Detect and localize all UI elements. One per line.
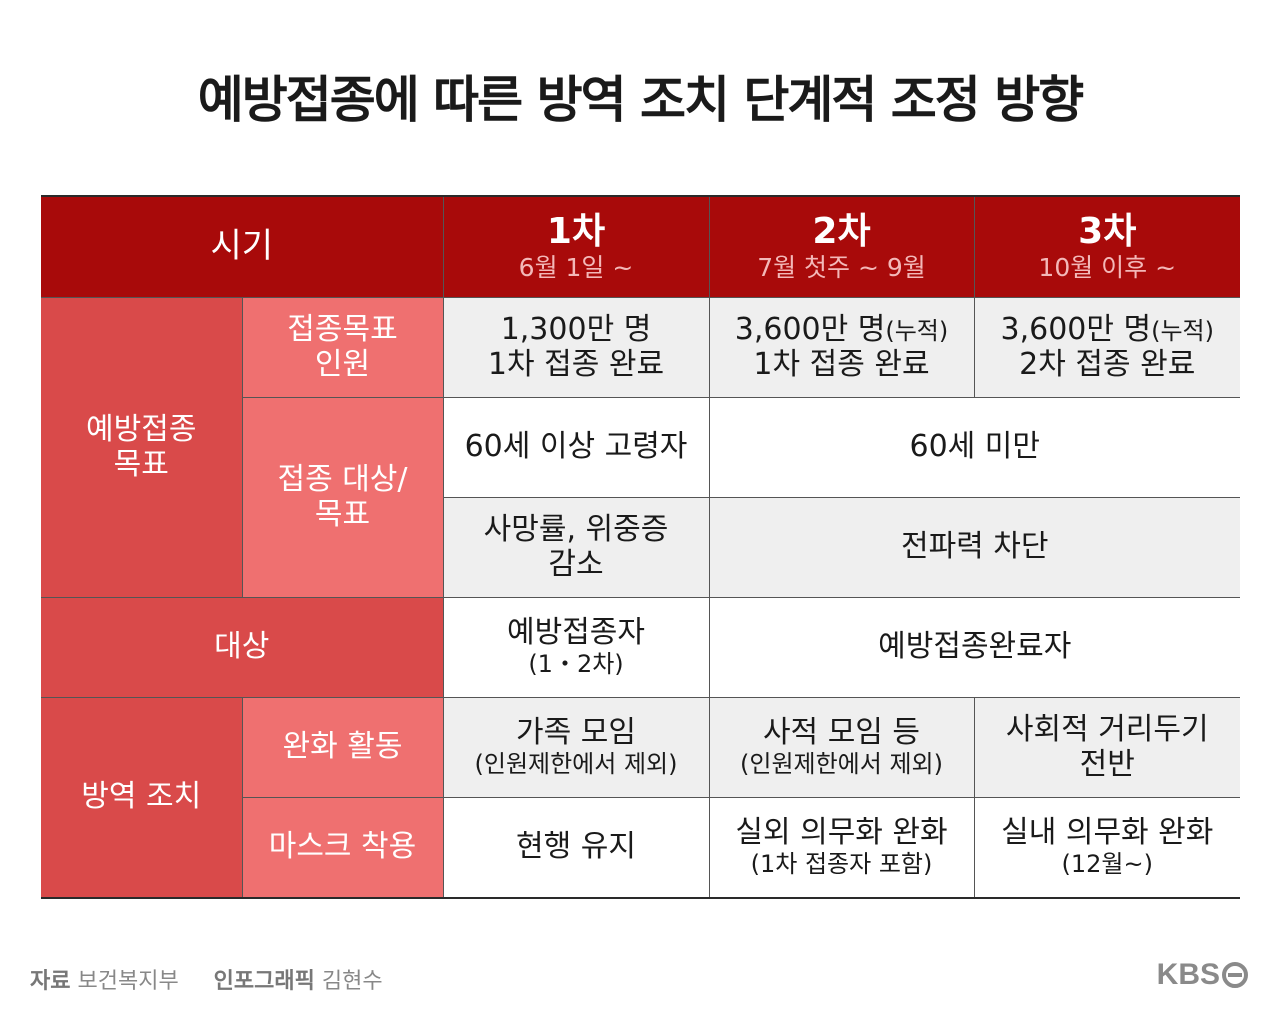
cell-goal-r23: 전파력 차단 xyxy=(708,497,1240,598)
page-title: 예방접종에 따른 방역 조치 단계적 조정 방향 xyxy=(197,71,1084,129)
cell-activities-r3: 사회적 거리두기 전반 xyxy=(973,697,1240,798)
source-text: 보건복지부 xyxy=(77,969,179,994)
category-vaccination-goal: 예방접종 목표 xyxy=(41,297,243,598)
cell-target-people-r2: 3,600만 명(누적) 1차 접종 완료 xyxy=(708,297,975,398)
cell-mask-r2: 실외 의무화 완화 (1차 접종자 포함) xyxy=(708,797,975,898)
table-row: 예방접종 목표 접종목표 인원 1,300만 명 1차 접종 완료 3,600만… xyxy=(41,297,1240,598)
cell-activities-r1: 가족 모임 (인원제한에서 제외) xyxy=(442,697,710,798)
kbs-circle-icon xyxy=(1222,962,1248,988)
cell-eligible-r1: 예방접종자 (1・2차) xyxy=(442,597,710,698)
subcategory-mask: 마스크 착용 xyxy=(242,797,444,898)
table-row: 방역 조치 완화 활동 가족 모임 (인원제한에서 제외) 사적 모임 등 (인… xyxy=(41,697,1240,898)
header-row: 시기 1차 6월 1일 ~ 2차 7월 첫주 ~ 9월 3차 10월 이후 ~ xyxy=(41,195,1240,298)
cell-eligible-r23: 예방접종완료자 xyxy=(708,597,1240,698)
vaccination-policy-table: 시기 1차 6월 1일 ~ 2차 7월 첫주 ~ 9월 3차 10월 이후 ~ … xyxy=(41,195,1240,899)
credits: 자료 보건복지부 인포그래픽 김현수 xyxy=(30,963,383,995)
kbs-logo-text: KBS xyxy=(1156,958,1220,991)
cell-goal-r1: 사망률, 위중증 감소 xyxy=(443,497,710,598)
header-round-2: 2차 7월 첫주 ~ 9월 xyxy=(708,195,975,298)
subcategory-activities: 완화 활동 xyxy=(241,697,444,798)
graphic-author: 김현수 xyxy=(321,969,383,994)
table-row: 대상 예방접종자 (1・2차) 예방접종완료자 xyxy=(41,597,1240,698)
category-eligible: 대상 xyxy=(41,597,444,698)
cell-target-people-r1: 1,300만 명 1차 접종 완료 xyxy=(442,297,710,398)
graphic-label: 인포그래픽 xyxy=(213,969,315,994)
cell-mask-r1: 현행 유지 xyxy=(442,797,710,898)
table-row: 사망률, 위중증 감소 전파력 차단 xyxy=(41,497,1240,598)
header-round-3: 3차 10월 이후 ~ xyxy=(973,195,1240,298)
header-round-1: 1차 6월 1일 ~ xyxy=(442,195,710,298)
cell-target-people-r3: 3,600만 명(누적) 2차 접종 완료 xyxy=(973,297,1240,398)
cell-target-age-r23: 60세 미만 xyxy=(708,397,1240,498)
subcategory-target-group: 접종 대상/ 목표 xyxy=(242,397,444,598)
cell-activities-r2: 사적 모임 등 (인원제한에서 제외) xyxy=(708,697,975,798)
kbs-logo: KBS xyxy=(1157,958,1248,992)
category-quarantine: 방역 조치 xyxy=(41,697,243,898)
source-label: 자료 xyxy=(30,969,71,994)
cell-mask-r3: 실내 의무화 완화 (12월~) xyxy=(973,797,1240,898)
table-row: 접종 대상/ 목표 60세 이상 고령자 60세 미만 xyxy=(41,397,1240,598)
table-row: 마스크 착용 현행 유지 실외 의무화 완화 (1차 접종자 포함) 실내 의무… xyxy=(41,797,1240,898)
cell-target-age-r1: 60세 이상 고령자 xyxy=(442,397,710,498)
subcategory-target-people: 접종목표 인원 xyxy=(241,297,444,398)
header-period-label: 시기 xyxy=(41,195,444,298)
